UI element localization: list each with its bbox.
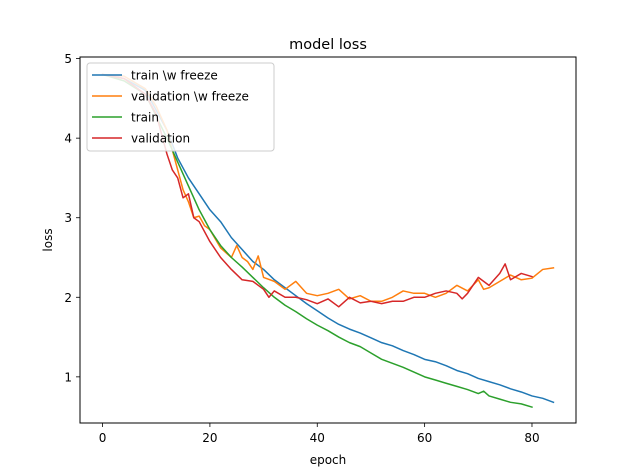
x-tick-label: 0 [99, 431, 107, 445]
y-tick-label: 3 [64, 211, 72, 225]
legend-label: validation \w freeze [131, 90, 249, 104]
x-tick-label: 40 [310, 431, 325, 445]
series-line-2 [101, 73, 533, 409]
x-tick-label: 20 [202, 431, 217, 445]
y-tick-label: 1 [64, 370, 72, 384]
legend: train \w freeze validation \w freeze train… [86, 62, 275, 152]
chart-title: model loss [289, 37, 367, 53]
legend-label: validation [131, 132, 190, 146]
x-axis: 0 20 40 60 80 [99, 423, 540, 445]
x-tick-label: 60 [417, 431, 432, 445]
x-axis-title: epoch [310, 453, 347, 467]
y-tick-label: 5 [64, 52, 72, 66]
legend-label: train \w freeze [131, 69, 218, 83]
x-tick-label: 80 [524, 431, 539, 445]
y-axis: 1 2 3 4 5 [64, 52, 80, 384]
legend-box [86, 62, 275, 152]
y-tick-label: 4 [64, 132, 72, 146]
series-line-3 [101, 73, 533, 308]
series-line-0 [101, 73, 555, 404]
y-axis-title: loss [41, 228, 55, 251]
series-layer [101, 73, 555, 409]
y-tick-label: 2 [64, 291, 72, 305]
legend-label: train [131, 111, 159, 125]
plot-frame [79, 56, 577, 424]
